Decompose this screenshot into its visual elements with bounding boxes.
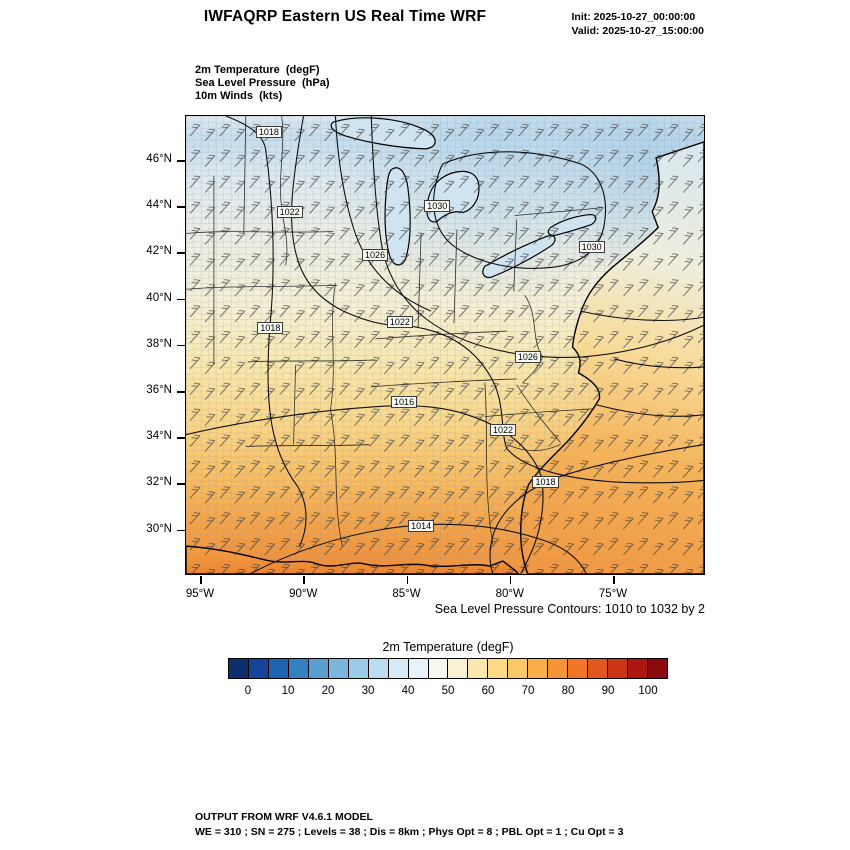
longitude-tick-label: 75°W [598, 588, 628, 600]
longitude-tick-label: 90°W [289, 588, 318, 600]
longitude-tick-label: 80°W [495, 588, 524, 600]
longitude-tick-label: 95°W [185, 588, 215, 600]
pressure-contour-label: 1022 [276, 205, 303, 218]
latitude-tick-mark [177, 437, 185, 439]
colorbar-segment [428, 659, 449, 678]
colorbar-segment [548, 659, 569, 678]
latitude-tick-label: 46°N [146, 153, 172, 165]
longitude-tick-label: 85°W [392, 588, 421, 600]
colorbar-segment [448, 659, 469, 678]
colorbar-segment [568, 659, 589, 678]
longitude-tick-mark [509, 576, 512, 584]
map-frame: 1018 1022 1030 1026 1030 1018 1022 1026 1016 1022… [185, 115, 705, 575]
longitude-tick-mark [406, 576, 408, 584]
latitude-tick-mark [177, 298, 185, 301]
latitude-tick-mark [177, 529, 185, 532]
pressure-contour-label: 1026 [514, 350, 541, 363]
pressure-contour-label: 1022 [490, 423, 517, 436]
latitude-tick-mark [177, 344, 185, 347]
colorbar-segment [308, 659, 329, 678]
pressure-contour-label: 1030 [578, 241, 605, 254]
pressure-contour-label: 1030 [424, 199, 451, 212]
colorbar-ticks: 0 10 20 30 40 50 60 70 80 90 100 [228, 679, 668, 701]
colorbar-segment [248, 659, 269, 678]
longitude-tick-mark [200, 576, 202, 584]
field-labels: 2m Temperature (degF) Sea Level Pressure… [195, 64, 330, 103]
pressure-contour-label: 1016 [391, 395, 418, 408]
colorbar-tick-label: 100 [638, 685, 658, 697]
colorbar-segment [268, 659, 289, 678]
colorbar-segment [528, 659, 549, 678]
pressure-contour-label: 1018 [255, 126, 282, 139]
colorbar-segment [328, 659, 349, 678]
colorbar-tick-label: 80 [561, 685, 575, 697]
latitude-tick-label: 34°N [146, 430, 172, 443]
latitude-tick-label: 44°N [146, 199, 172, 212]
colorbar-segment [648, 659, 667, 678]
latitude-tick-mark [177, 160, 185, 162]
latitude-tick-label: 30°N [146, 522, 172, 535]
colorbar-tick-label: 30 [361, 685, 375, 697]
pressure-contour-label: 1022 [386, 316, 413, 329]
colorbar: 0 10 20 30 40 50 60 70 80 90 100 [228, 658, 668, 706]
init-time: Init: 2025-10-27_00:00:00 [571, 11, 696, 23]
valid-time: Valid: 2025-10-27_15:00:00 [571, 25, 704, 37]
colorbar-tick-label: 50 [441, 685, 455, 697]
latitude-tick-label: 42°N [146, 245, 172, 258]
longitude-tick-mark [303, 576, 305, 584]
colorbar-tick-label: 90 [601, 685, 615, 697]
contour-labels-layer: 1018 1022 1030 1026 1030 1018 1022 1026 1016 1022… [186, 116, 704, 574]
footer: OUTPUT FROM WRF V4.6.1 MODEL WE = 310 ; … [195, 810, 623, 840]
latitude-tick-label: 32°N [146, 476, 172, 489]
plot-title: IWFAQRP Eastern US Real Time WRF [203, 8, 487, 25]
footer-config-line: WE = 310 ; SN = 275 ; Levels = 38 ; Dis … [195, 826, 624, 838]
colorbar-tick-label: 60 [481, 685, 495, 697]
colorbar-segment [608, 659, 629, 678]
colorbar-segment [288, 659, 309, 678]
field-temperature-label: 2m Temperature (degF) [195, 64, 320, 76]
field-pressure-label: Sea Level Pressure (hPa) [195, 77, 330, 89]
colorbar-segment [368, 659, 389, 678]
colorbar-segment [628, 659, 649, 678]
pressure-contour-label: 1026 [362, 249, 389, 262]
latitude-tick-label: 40°N [146, 291, 172, 304]
colorbar-title: 2m Temperature (degF) [382, 640, 514, 654]
colorbar-segment [348, 659, 369, 678]
colorbar-tick-label: 20 [321, 685, 335, 697]
colorbar-tick-label: 10 [281, 685, 295, 697]
colorbar-segments [228, 658, 668, 679]
colorbar-segment [488, 659, 509, 678]
footer-model-line: OUTPUT FROM WRF V4.6.1 MODEL [195, 811, 373, 823]
pressure-contour-label: 1018 [257, 322, 284, 335]
pressure-contour-label: 1014 [408, 520, 435, 533]
latitude-tick-mark [177, 391, 185, 393]
colorbar-tick-label: 40 [401, 685, 415, 697]
field-winds-label: 10m Winds (kts) [195, 90, 283, 102]
latitude-tick-label: 38°N [146, 337, 172, 350]
contour-caption: Sea Level Pressure Contours: 1010 to 103… [434, 602, 705, 616]
colorbar-segment [508, 659, 529, 678]
colorbar-tick-label: 0 [244, 685, 252, 697]
latitude-tick-mark [177, 206, 185, 208]
colorbar-segment [588, 659, 609, 678]
colorbar-segment [388, 659, 409, 678]
latitude-axis: 46°N 44°N 42°N 40°N 38°N 36°N 34°N 32°N 30°N [0, 115, 185, 575]
latitude-tick-mark [177, 252, 185, 254]
colorbar-segment [229, 659, 249, 678]
latitude-tick-mark [177, 483, 185, 485]
pressure-contours [186, 116, 704, 574]
run-times: Init: 2025-10-27_00:00:00 Valid: 2025-10… [571, 10, 704, 38]
pressure-contour-label: 1018 [532, 476, 559, 489]
longitude-axis: 95°W 90°W 85°W 80°W 75°W [185, 576, 705, 610]
wind-barbs [186, 116, 704, 574]
colorbar-segment [408, 659, 429, 678]
weather-map [186, 116, 704, 574]
colorbar-tick-label: 70 [521, 685, 535, 697]
latitude-tick-label: 36°N [146, 384, 172, 396]
colorbar-segment [468, 659, 489, 678]
longitude-tick-mark [613, 576, 615, 584]
